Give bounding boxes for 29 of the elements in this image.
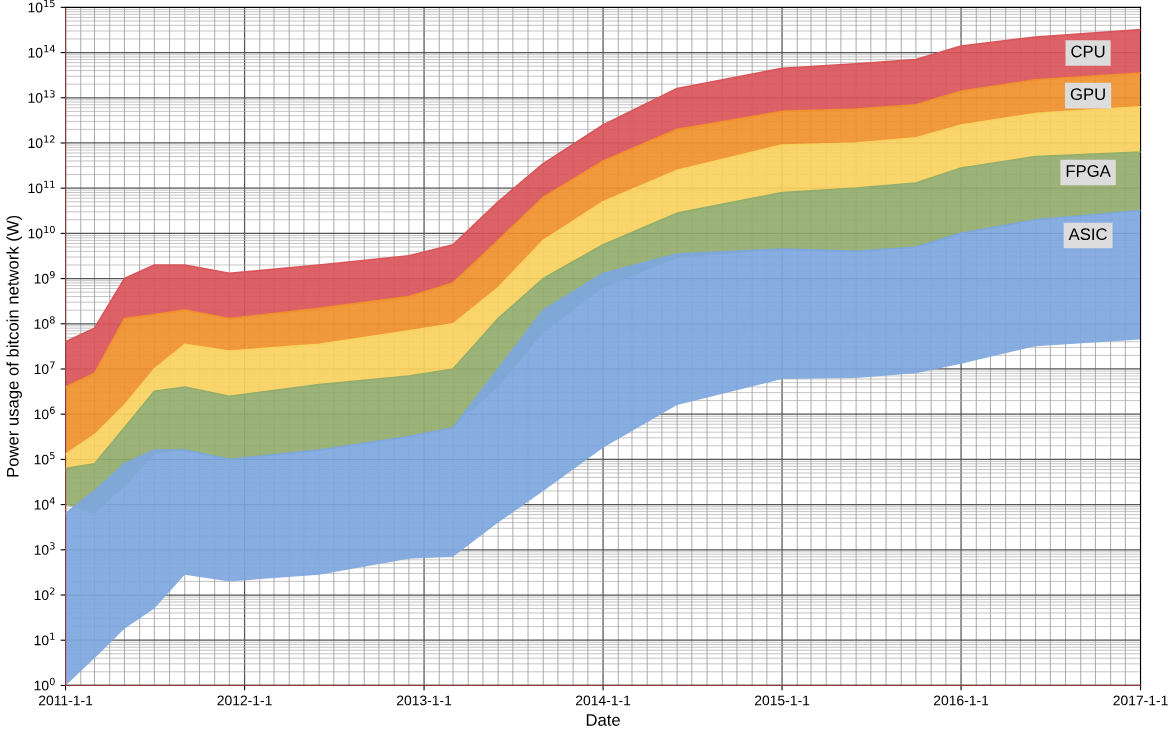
y-tick-label: 10$^{12}$ — [28, 135, 55, 149]
y-tick-label: 10$^{10}$ — [28, 225, 55, 239]
x-tick-label: 2011-1-1 — [38, 695, 93, 706]
y-tick-label: 10$^{4}$ — [34, 497, 55, 510]
y-tick-label: 10$^{2}$ — [34, 587, 55, 601]
y-tick-label: 10$^{13}$ — [28, 90, 55, 103]
y-tick-label: 10$^{6}$ — [34, 406, 55, 420]
y-tick-label: 10$^{8}$ — [34, 316, 55, 329]
y-tick-label: 10$^{15}$ — [28, 0, 55, 13]
series-label: GPU — [1070, 88, 1105, 101]
y-tick-label: 10$^{7}$ — [34, 361, 55, 375]
y-tick-label: 10$^{3}$ — [34, 542, 55, 555]
x-tick-label: 2012-1-1 — [217, 695, 272, 706]
series-label: FPGA — [1066, 165, 1111, 177]
y-tick-label: 10$^{14}$ — [28, 45, 55, 58]
y-tick-label: 10$^{5}$ — [34, 451, 55, 465]
x-tick-label: 2015-1-1 — [754, 695, 810, 706]
series-label: CPU — [1071, 45, 1105, 58]
series-label: ASIC — [1068, 228, 1107, 241]
x-tick-label: 2016-1-1 — [933, 695, 989, 706]
y-tick-label: 10$^{9}$ — [34, 270, 55, 284]
y-tick-label: 10$^{1}$ — [34, 632, 55, 646]
x-tick-label: 2014-1-1 — [575, 695, 631, 706]
y-tick-label: 10$^{0}$ — [34, 677, 55, 691]
x-axis-title: Date — [586, 714, 620, 726]
x-tick-label: 2013-1-1 — [396, 695, 452, 706]
y-tick-label: 10$^{11}$ — [28, 180, 55, 194]
x-tick-label: 2017-1-1 — [1113, 695, 1168, 706]
y-axis-title: Power usage of bitcoin network (W) — [6, 215, 22, 477]
